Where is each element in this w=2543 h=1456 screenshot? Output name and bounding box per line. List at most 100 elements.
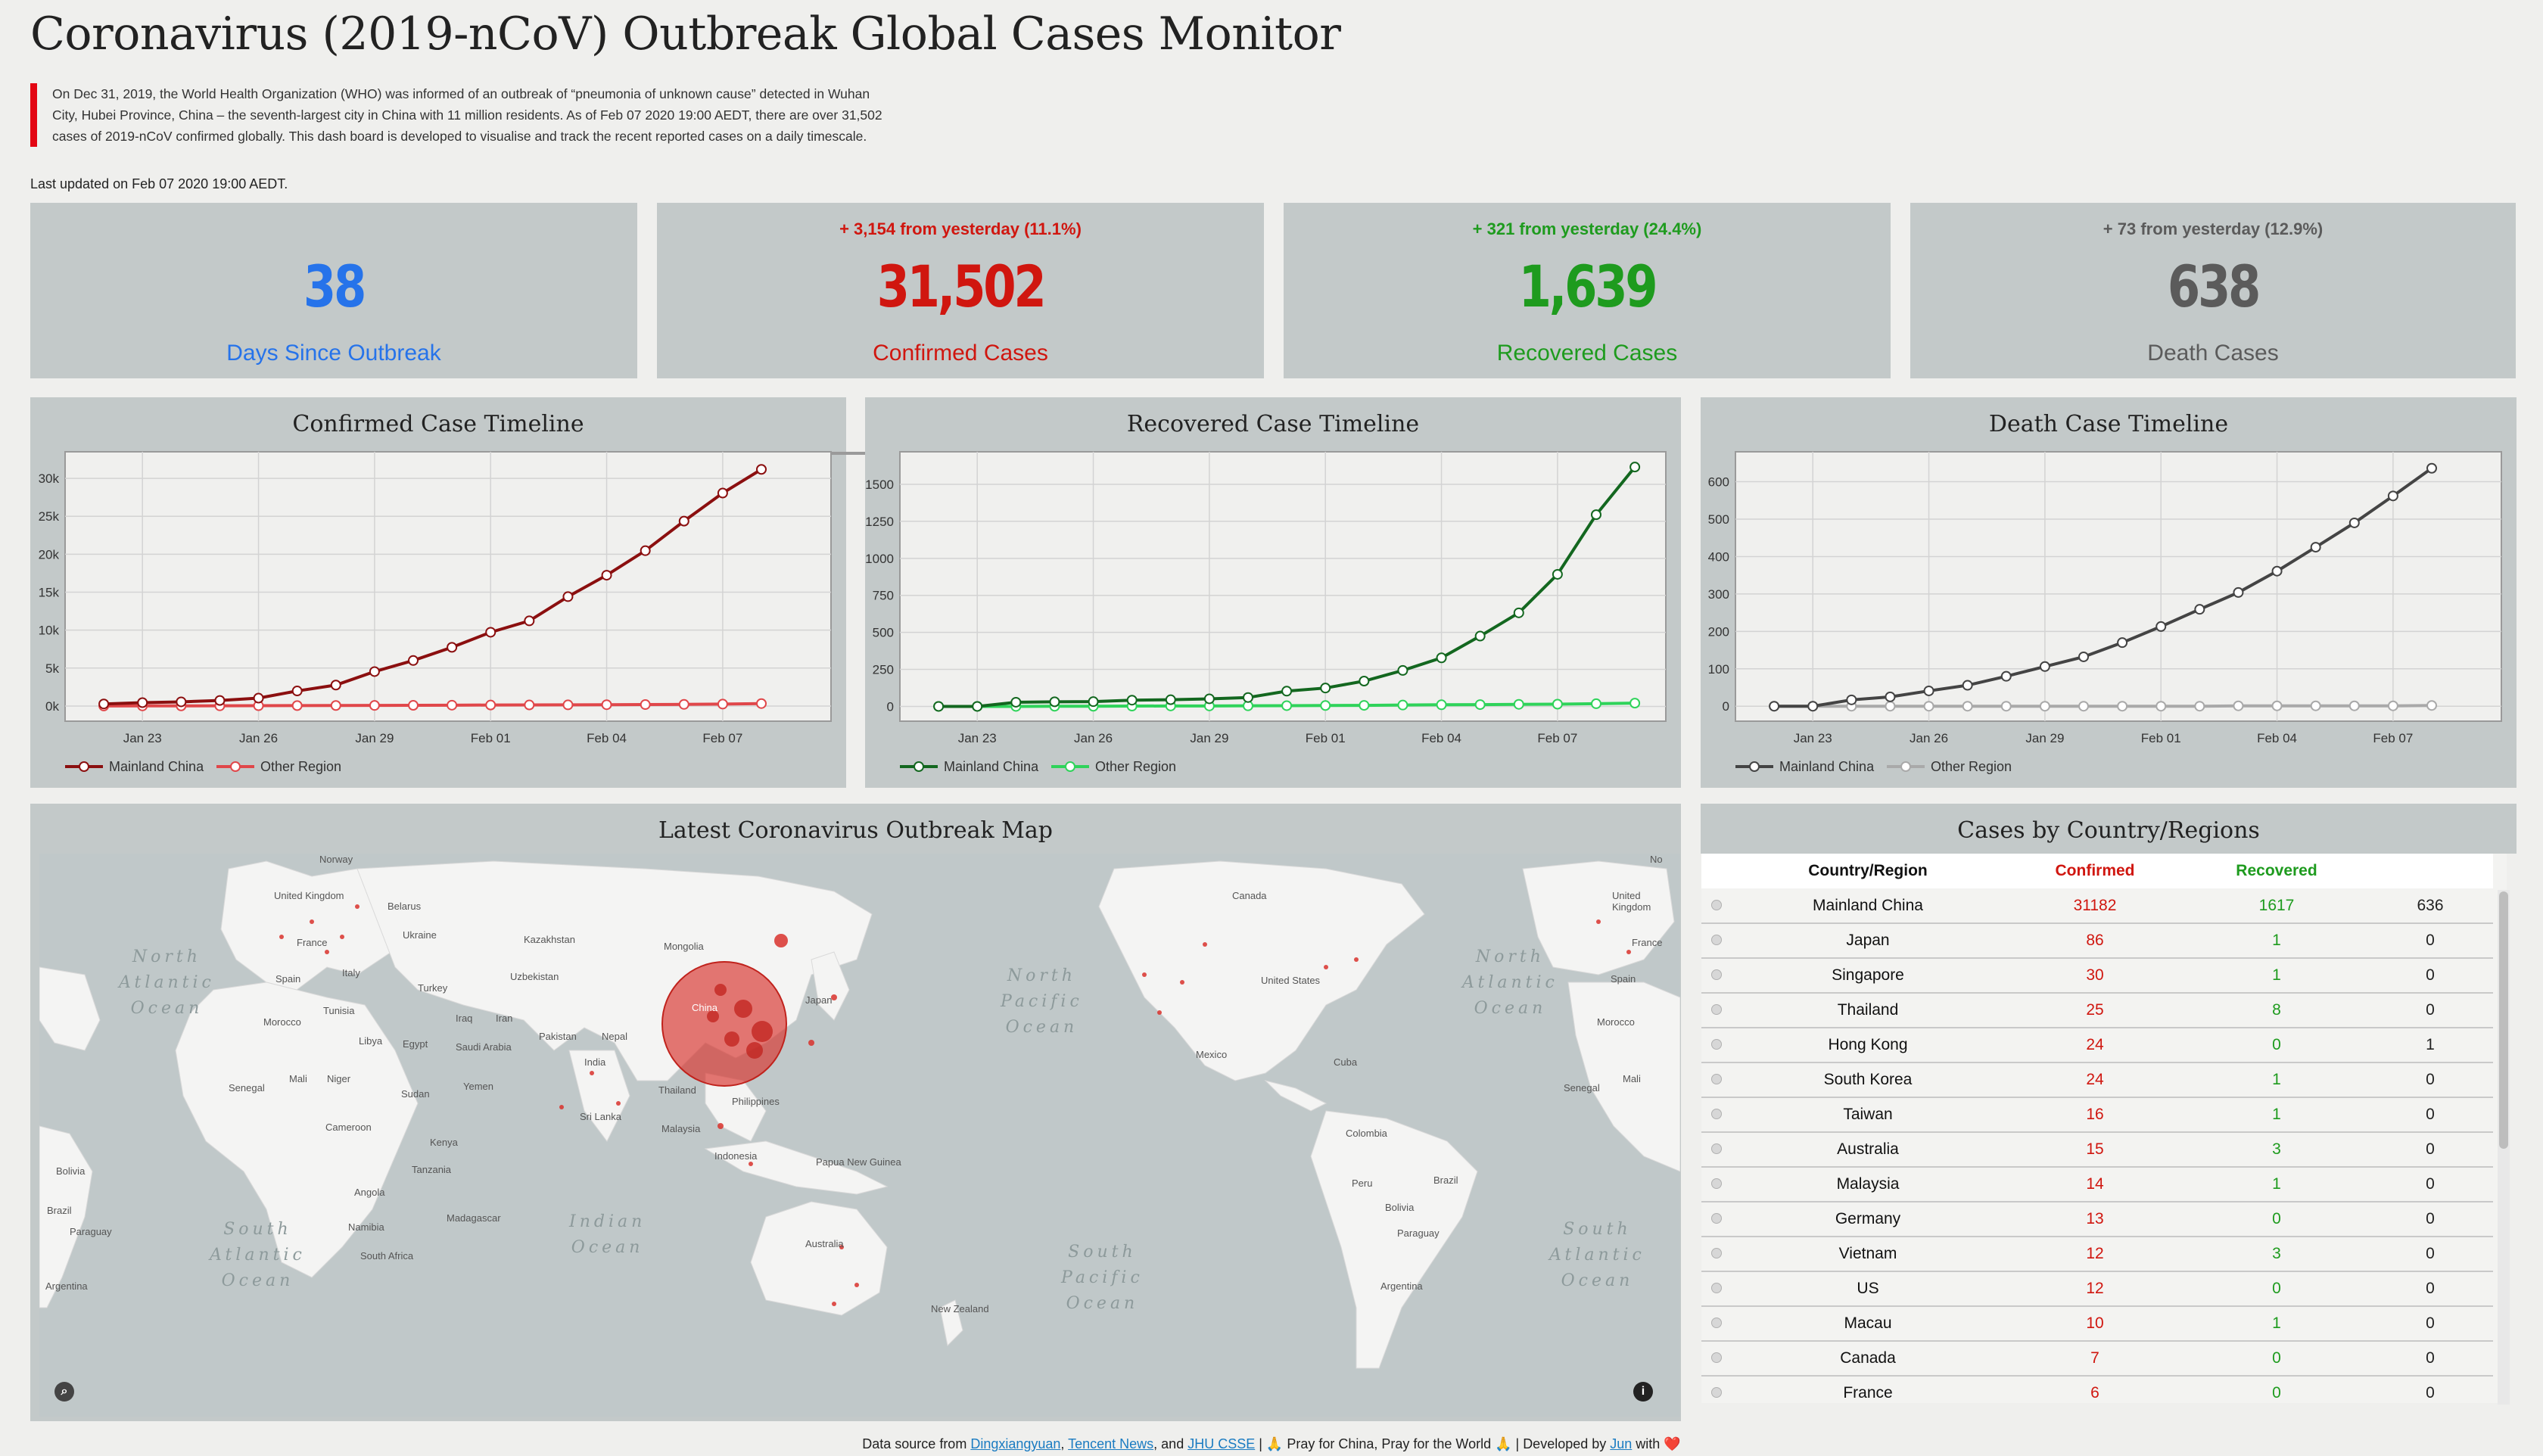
- data-point[interactable]: [1769, 701, 1780, 712]
- data-point[interactable]: [1807, 701, 1819, 712]
- legend-label[interactable]: Other Region: [1931, 759, 2012, 774]
- data-point[interactable]: [524, 699, 535, 711]
- radio-icon[interactable]: [1711, 1352, 1722, 1363]
- table-row[interactable]: Taiwan 16 1 0: [1701, 1097, 2493, 1133]
- data-point[interactable]: [1513, 607, 1524, 618]
- table-row[interactable]: Canada 7 0 0: [1701, 1341, 2493, 1377]
- row-select-radio[interactable]: [1701, 1132, 1732, 1168]
- data-point[interactable]: [1474, 630, 1486, 642]
- radio-icon[interactable]: [1711, 1074, 1722, 1084]
- radio-icon[interactable]: [1711, 1283, 1722, 1293]
- radio-icon[interactable]: [1711, 935, 1722, 945]
- data-point[interactable]: [2117, 701, 2128, 712]
- data-point[interactable]: [176, 696, 187, 708]
- row-select-radio[interactable]: [1701, 1376, 1732, 1403]
- data-point[interactable]: [291, 686, 303, 697]
- data-point[interactable]: [408, 700, 419, 711]
- legend-label[interactable]: Mainland China: [109, 759, 204, 774]
- data-point[interactable]: [1165, 694, 1176, 705]
- data-point[interactable]: [291, 700, 303, 711]
- data-point[interactable]: [1320, 683, 1331, 694]
- table-row[interactable]: US 12 0 0: [1701, 1271, 2493, 1307]
- data-point[interactable]: [1629, 698, 1641, 709]
- data-point[interactable]: [2387, 490, 2398, 502]
- data-point[interactable]: [2000, 701, 2012, 712]
- table-row[interactable]: Hong Kong 24 0 1: [1701, 1028, 2493, 1063]
- data-point[interactable]: [1203, 693, 1215, 705]
- radio-icon[interactable]: [1711, 1213, 1722, 1224]
- data-point[interactable]: [678, 698, 689, 710]
- data-point[interactable]: [2426, 462, 2437, 474]
- data-point[interactable]: [1320, 700, 1331, 711]
- row-select-radio[interactable]: [1701, 1097, 1732, 1133]
- data-point[interactable]: [1243, 692, 1253, 703]
- table-row[interactable]: South Korea 24 1 0: [1701, 1062, 2493, 1098]
- data-point[interactable]: [1552, 698, 1563, 710]
- table-row[interactable]: Malaysia 14 1 0: [1701, 1167, 2493, 1202]
- data-point[interactable]: [1474, 699, 1486, 711]
- data-point[interactable]: [2194, 701, 2205, 712]
- row-select-radio[interactable]: [1701, 958, 1732, 994]
- data-point[interactable]: [369, 700, 380, 711]
- developer-link[interactable]: Jun: [1610, 1436, 1633, 1451]
- legend-label[interactable]: Other Region: [1095, 759, 1176, 774]
- data-point[interactable]: [933, 701, 945, 712]
- data-point[interactable]: [330, 680, 341, 691]
- data-point[interactable]: [2387, 700, 2398, 711]
- data-point[interactable]: [2000, 670, 2012, 682]
- data-point[interactable]: [2348, 700, 2360, 711]
- table-row[interactable]: Singapore 30 1 0: [1701, 958, 2493, 994]
- radio-icon[interactable]: [1711, 899, 1722, 910]
- data-point[interactable]: [485, 699, 496, 711]
- data-point[interactable]: [972, 701, 983, 712]
- data-point[interactable]: [1923, 685, 1934, 696]
- data-point[interactable]: [447, 699, 458, 711]
- data-point[interactable]: [369, 666, 380, 677]
- radio-icon[interactable]: [1711, 1109, 1722, 1119]
- death-timeline-chart[interactable]: 0 100 200 300 400 500 600 Jan 23 Jan 26 Jan 29 Feb…: [1701, 397, 2517, 788]
- data-point[interactable]: [1552, 568, 1563, 580]
- radio-icon[interactable]: [1711, 969, 1722, 980]
- data-point[interactable]: [2310, 700, 2321, 711]
- data-point[interactable]: [717, 698, 728, 710]
- data-point[interactable]: [1397, 664, 1408, 676]
- row-select-radio[interactable]: [1701, 1028, 1732, 1063]
- data-point[interactable]: [485, 627, 496, 638]
- data-point[interactable]: [2426, 700, 2437, 711]
- radio-icon[interactable]: [1711, 1387, 1722, 1398]
- table-row[interactable]: Thailand 25 8 0: [1701, 993, 2493, 1028]
- row-select-radio[interactable]: [1701, 993, 1732, 1028]
- info-icon[interactable]: i: [1633, 1382, 1653, 1402]
- data-point[interactable]: [2194, 604, 2205, 615]
- legend-label[interactable]: Other Region: [260, 759, 341, 774]
- data-point[interactable]: [1591, 698, 1601, 709]
- data-point[interactable]: [1885, 701, 1896, 712]
- table-row[interactable]: Japan 86 1 0: [1701, 923, 2493, 959]
- data-point[interactable]: [253, 692, 264, 704]
- data-point[interactable]: [2117, 637, 2128, 649]
- column-header-deaths[interactable]: [2367, 854, 2493, 888]
- radio-icon[interactable]: [1711, 1318, 1722, 1328]
- data-point[interactable]: [2078, 651, 2089, 662]
- dingxiangyuan-link[interactable]: Dingxiangyuan: [970, 1436, 1061, 1451]
- row-select-radio[interactable]: [1701, 1306, 1732, 1342]
- data-point[interactable]: [1126, 695, 1138, 706]
- row-select-radio[interactable]: [1701, 1062, 1732, 1098]
- data-point[interactable]: [1436, 699, 1447, 711]
- data-point[interactable]: [214, 695, 226, 706]
- table-row[interactable]: Australia 15 3 0: [1701, 1132, 2493, 1168]
- data-point[interactable]: [601, 570, 612, 581]
- data-point[interactable]: [601, 699, 612, 711]
- table-row[interactable]: Macau 10 1 0: [1701, 1306, 2493, 1342]
- data-point[interactable]: [408, 655, 419, 666]
- row-select-radio[interactable]: [1701, 1341, 1732, 1377]
- data-point[interactable]: [756, 698, 767, 709]
- data-point[interactable]: [1962, 701, 1973, 712]
- row-select-radio[interactable]: [1701, 1271, 1732, 1307]
- column-header-recovered[interactable]: Recovered: [2186, 854, 2367, 888]
- data-point[interactable]: [2155, 701, 2167, 712]
- data-point[interactable]: [2271, 700, 2283, 711]
- data-point[interactable]: [2348, 517, 2360, 528]
- data-point[interactable]: [524, 615, 535, 627]
- table-row[interactable]: Mainland China 31182 1617 636: [1701, 888, 2493, 924]
